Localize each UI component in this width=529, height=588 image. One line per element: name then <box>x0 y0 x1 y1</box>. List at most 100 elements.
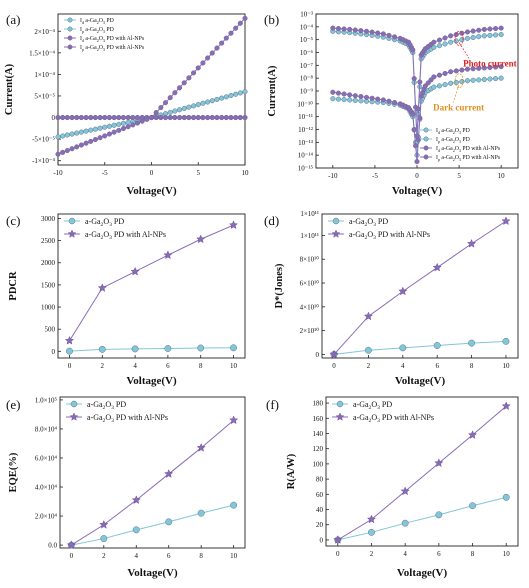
y-axis-label: PDCR <box>8 271 19 301</box>
plot-frame <box>325 396 519 547</box>
y-tick-label: 180 <box>313 400 324 408</box>
data-point <box>197 509 205 517</box>
photo-current-ellipse <box>454 30 464 46</box>
data-point <box>134 120 141 126</box>
data-point <box>60 114 66 121</box>
data-point <box>366 514 376 524</box>
data-point <box>223 94 229 100</box>
data-point <box>144 116 150 122</box>
data-point <box>502 337 510 345</box>
data-point <box>347 92 353 98</box>
data-point <box>453 68 459 74</box>
data-point <box>196 443 206 452</box>
data-point <box>233 25 239 31</box>
data-point <box>493 32 499 38</box>
data-point <box>55 134 61 140</box>
data-point <box>131 495 141 504</box>
y-tick-label: 6.0×10⁴ <box>35 454 58 462</box>
x-tick-label: 0 <box>332 362 336 370</box>
y-tick-label: -5×10⁻⁵ <box>32 136 55 144</box>
data-point <box>69 146 75 152</box>
x-tick-label: 6 <box>435 362 439 370</box>
legend-marker <box>332 217 340 225</box>
data-point <box>106 123 112 129</box>
data-point <box>436 37 442 43</box>
legend-marker <box>423 154 429 160</box>
data-point <box>120 114 126 121</box>
y-tick-label: -1×10⁻⁴ <box>32 157 55 165</box>
x-tick-label: 10 <box>230 362 238 370</box>
legend-marker <box>68 217 76 225</box>
y-tick-label: 10⁻¹³ <box>298 139 313 147</box>
data-point <box>66 347 73 355</box>
x-tick-label: 5 <box>197 169 201 177</box>
chart-panel-e: (e) 0 2 4 6 8 10 0.0 2.0×10⁴ 4.0×10⁴ 6.0×10⁴ 8.0×10… <box>6 396 246 579</box>
data-point <box>453 31 459 38</box>
series-line-1 <box>337 405 507 541</box>
x-tick-label: 10 <box>242 169 250 177</box>
data-point <box>130 122 136 128</box>
data-point <box>97 135 103 141</box>
data-point <box>481 65 487 71</box>
data-point <box>158 105 164 111</box>
data-point <box>459 37 465 43</box>
data-point <box>162 100 169 106</box>
data-point <box>358 28 364 34</box>
data-point <box>464 66 471 72</box>
data-point <box>209 50 215 56</box>
legend-text: a-Ga2O3 PD with Al-NPs <box>85 230 166 241</box>
data-point <box>92 136 98 143</box>
x-tick-label: 2 <box>370 550 374 558</box>
y-tick-label: 10⁻¹⁴ <box>298 152 314 160</box>
legend-marker <box>423 136 429 142</box>
data-point <box>148 114 155 121</box>
y-tick-label: 60 <box>316 491 324 499</box>
y-tick-label: 120 <box>313 445 324 453</box>
series-line-0 <box>333 340 506 355</box>
legend-text: Id a-Ga2O3 PD with Al-NPs <box>436 146 501 153</box>
data-point <box>487 32 493 38</box>
data-point <box>60 149 66 155</box>
y-tick-label: 2000 <box>41 259 56 267</box>
data-point <box>162 114 169 121</box>
data-point <box>177 114 183 121</box>
data-point <box>470 77 476 83</box>
legend-text: Id a-Ga2O3 PD <box>80 18 114 25</box>
legend-text: a-Ga2O3 PD <box>85 217 124 228</box>
y-tick-label: 10⁻⁸ <box>300 75 314 83</box>
data-point <box>186 114 192 121</box>
data-point <box>237 90 243 96</box>
data-point <box>501 401 511 410</box>
data-point <box>158 114 164 121</box>
legend-text: a-Ga2O3 PD <box>349 217 388 228</box>
data-point <box>411 76 417 82</box>
x-tick-label: 4 <box>401 362 405 370</box>
data-point <box>167 95 173 101</box>
legend-marker <box>336 400 344 408</box>
data-point <box>467 239 477 248</box>
data-point <box>83 140 89 146</box>
y-tick-label: 1500 <box>41 281 56 289</box>
data-point <box>83 128 89 134</box>
data-point <box>167 109 173 115</box>
data-point <box>329 349 339 359</box>
data-point <box>106 114 112 121</box>
data-point <box>352 97 358 103</box>
y-tick-label: 2×10¹⁰ <box>300 327 320 335</box>
panel-label: (f) <box>266 397 279 412</box>
y-tick-label: 4×10¹⁰ <box>300 303 320 311</box>
data-point <box>476 65 482 71</box>
y-tick-label: 0 <box>52 348 56 356</box>
legend-marker <box>331 229 341 238</box>
data-point <box>66 540 76 549</box>
data-point <box>83 114 89 121</box>
x-tick-label: -10 <box>328 172 338 180</box>
data-point <box>417 79 423 85</box>
data-point <box>165 518 173 526</box>
data-point <box>111 122 117 128</box>
data-point <box>209 98 215 104</box>
panel-label: (b) <box>264 12 279 27</box>
data-point <box>442 41 448 47</box>
data-point <box>177 85 183 91</box>
data-point <box>470 34 476 41</box>
